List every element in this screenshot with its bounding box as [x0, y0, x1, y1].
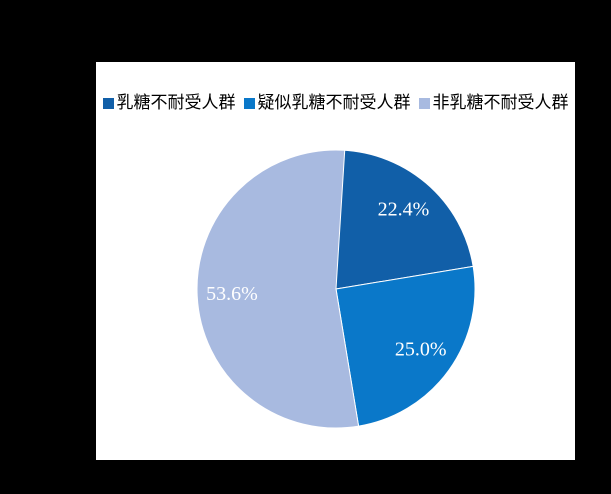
pie-slice-3	[196, 149, 360, 429]
legend-item-3: 非乳糖不耐受人群	[418, 93, 569, 113]
legend-swatch-icon	[418, 97, 430, 109]
pie-slice-label: 22.4%	[378, 199, 430, 221]
legend-swatch-icon	[243, 97, 255, 109]
pie-slice-1	[335, 149, 474, 290]
pie-slice-label: 53.6%	[206, 283, 258, 305]
chart-legend: 乳糖不耐受人群 疑似乳糖不耐受人群 非乳糖不耐受人群	[96, 93, 575, 113]
legend-item-2: 疑似乳糖不耐受人群	[243, 93, 411, 113]
legend-label: 乳糖不耐受人群	[116, 93, 236, 112]
pie-chart: 22.4% 25.0% 53.6%	[196, 149, 476, 429]
legend-swatch-icon	[102, 97, 114, 109]
legend-label: 非乳糖不耐受人群	[432, 93, 569, 112]
pie-slice-label: 25.0%	[395, 339, 447, 361]
legend-label: 疑似乳糖不耐受人群	[257, 93, 411, 112]
pie-slice-2	[335, 265, 476, 427]
legend-item-1: 乳糖不耐受人群	[102, 93, 236, 113]
chart-panel: 乳糖不耐受人群 疑似乳糖不耐受人群 非乳糖不耐受人群 22.4% 25.0% 53.6%	[96, 62, 575, 460]
